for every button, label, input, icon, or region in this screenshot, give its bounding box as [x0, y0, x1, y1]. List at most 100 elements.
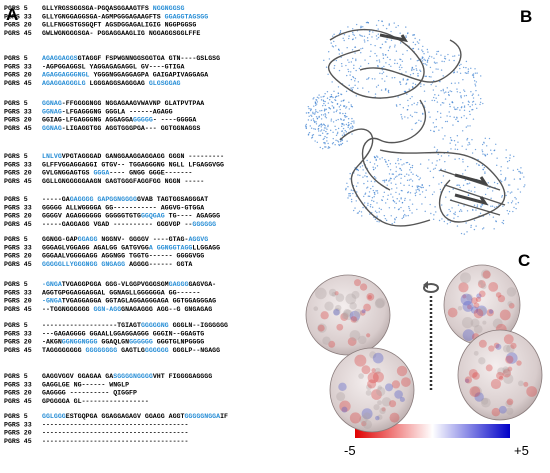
residues: GAGGLGE NG------ WNGLP — [42, 381, 129, 388]
density-dot — [467, 72, 469, 74]
charge-patch — [341, 312, 349, 320]
density-dot — [389, 58, 391, 61]
density-dot — [366, 37, 369, 39]
charge-patch — [502, 344, 511, 353]
charge-patch — [461, 316, 474, 329]
density-dot — [402, 210, 405, 212]
density-dot — [410, 58, 412, 60]
density-dot — [366, 21, 369, 23]
charge-patch — [460, 272, 471, 284]
charge-patch — [343, 309, 352, 317]
density-dot — [421, 57, 424, 60]
density-dot — [373, 196, 375, 198]
density-dot — [323, 127, 326, 129]
density-dot — [392, 199, 395, 202]
density-dot — [402, 53, 404, 56]
density-dot — [394, 59, 396, 61]
density-dot — [314, 112, 316, 114]
density-dot — [409, 192, 412, 194]
density-dot — [476, 204, 479, 206]
density-dot — [416, 69, 418, 71]
density-dot — [442, 88, 444, 91]
density-dot — [405, 82, 408, 84]
density-dot — [500, 166, 502, 168]
density-dot — [396, 105, 398, 107]
density-dot — [407, 78, 409, 81]
density-dot — [349, 128, 351, 130]
residues: GGIAG-LFGAGGGNG AGGAGGA — [42, 117, 133, 124]
residues: GGLLGNGGGGGAAGN GAGTGGGFAGGFGG NGGN ----… — [42, 178, 204, 185]
density-dot — [395, 26, 397, 29]
density-dot — [369, 161, 371, 164]
density-dot — [456, 108, 458, 110]
density-dot — [351, 49, 354, 51]
charge-patch — [317, 323, 327, 333]
charge-patch — [359, 283, 368, 291]
density-dot — [464, 179, 467, 181]
density-dot — [475, 225, 477, 227]
density-dot — [483, 166, 486, 169]
density-dot — [406, 49, 408, 52]
density-dot — [470, 226, 472, 229]
density-dot — [415, 189, 417, 191]
density-dot — [460, 97, 462, 99]
density-dot — [313, 105, 315, 107]
density-dot — [386, 163, 388, 166]
density-dot — [348, 61, 350, 63]
density-dot — [411, 203, 414, 205]
density-dot — [390, 215, 392, 217]
charge-patch — [480, 269, 491, 279]
density-dot — [460, 116, 463, 119]
density-dot — [403, 184, 405, 187]
density-dot — [437, 68, 439, 70]
density-dot — [475, 163, 478, 165]
density-dot — [433, 214, 435, 216]
density-dot — [343, 105, 345, 107]
density-dot — [323, 110, 326, 112]
density-dot — [315, 103, 318, 105]
density-dot — [493, 181, 496, 184]
density-dot — [466, 137, 469, 140]
density-dot — [434, 94, 436, 96]
charge-patch — [506, 287, 517, 297]
density-dot — [433, 61, 436, 63]
density-dot — [411, 68, 413, 70]
density-dot — [440, 116, 442, 118]
density-dot — [390, 39, 393, 42]
residues: GGGGGG — [145, 347, 169, 354]
density-dot — [385, 62, 387, 64]
density-dot — [404, 199, 406, 202]
charge-patch — [510, 342, 517, 349]
density-dot — [374, 78, 376, 80]
residues: GGGGG ALLWGGGGA GG----------- AGGVG-GTGG… — [42, 204, 204, 211]
density-dot — [348, 108, 350, 110]
density-dot — [463, 95, 466, 97]
sequence-name: PGRS 45 — [4, 398, 32, 405]
density-dot — [366, 78, 368, 80]
density-dot — [400, 113, 402, 116]
density-dot — [400, 169, 403, 171]
charge-patch — [493, 342, 500, 349]
density-dot — [324, 93, 326, 95]
density-dot — [350, 189, 353, 191]
density-dot — [488, 137, 491, 140]
sequence-name: PGRS 33 — [4, 381, 32, 388]
charge-patch — [315, 287, 327, 300]
sequence: GAGGLGE NG------ WNGLP — [42, 381, 129, 388]
density-dot — [385, 179, 387, 182]
density-dot — [451, 139, 453, 142]
density-dot — [362, 87, 364, 89]
density-dot — [405, 215, 407, 217]
density-dot — [360, 65, 362, 67]
charge-patch — [367, 372, 379, 384]
density-dot — [475, 209, 477, 211]
residues: ---GAGAGGGG GGAALLGGAGGAGGG GGGIN--GGAGT… — [42, 330, 204, 337]
density-dot — [336, 132, 339, 135]
density-dot — [442, 175, 445, 177]
density-dot — [436, 62, 438, 64]
residues: -----GAGGAGG VGAD ---------- GGGVGP -- — [42, 221, 192, 228]
sequence: GGNAG-LFGAGGGNG GGGLA ------AGAGG — [42, 108, 173, 115]
charge-patch — [462, 329, 475, 341]
density-dot — [437, 50, 440, 53]
density-dot — [444, 55, 446, 58]
